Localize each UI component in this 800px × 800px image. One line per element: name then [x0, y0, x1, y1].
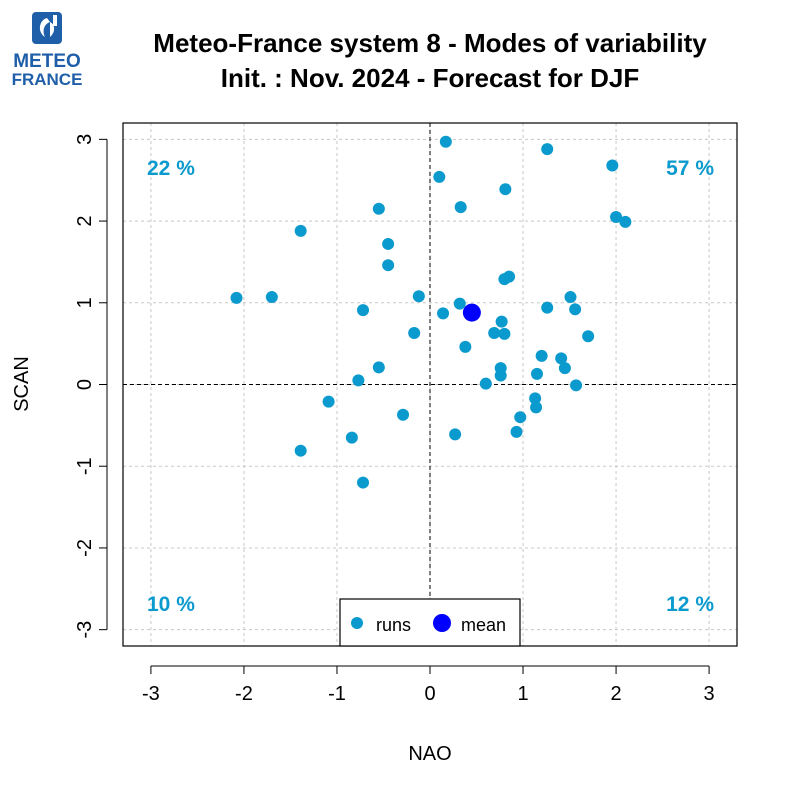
runs-point: [352, 374, 365, 387]
runs-point: [570, 379, 583, 392]
chart-title-line2: Init. : Nov. 2024 - Forecast for DJF: [220, 63, 640, 93]
y-tick-label: 1: [74, 297, 96, 308]
runs-point: [479, 377, 492, 390]
runs-point: [412, 290, 425, 303]
logo-flag-strip: [53, 15, 57, 26]
meteo-france-logo: METEO FRANCE: [12, 12, 83, 89]
runs-point: [408, 327, 421, 340]
runs-point: [488, 327, 501, 340]
quadrant-label-top-right: 57 %: [666, 157, 714, 180]
runs-point: [382, 237, 395, 250]
runs-point: [345, 431, 358, 444]
legend: runs mean: [339, 598, 521, 647]
runs-point: [449, 428, 462, 441]
runs-point: [535, 349, 548, 362]
mean-point: [462, 303, 481, 322]
runs-point: [230, 291, 243, 304]
runs-point: [606, 159, 619, 172]
x-tick-label: 0: [424, 683, 435, 705]
x-axis-label: NAO: [408, 743, 451, 765]
legend-runs-label: runs: [376, 615, 411, 635]
runs-point: [610, 210, 623, 223]
runs-point: [294, 224, 307, 237]
runs-point: [433, 170, 446, 183]
runs-point: [439, 135, 452, 148]
y-tick-label: 3: [74, 134, 96, 145]
runs-point: [564, 291, 577, 304]
runs-point: [510, 425, 523, 438]
runs-point: [514, 411, 527, 424]
runs-point: [582, 330, 595, 343]
quadrant-label-bottom-left: 10 %: [147, 593, 195, 616]
x-tick-label: 3: [704, 683, 715, 705]
y-tick-label: -3: [74, 621, 96, 639]
runs-point: [541, 143, 554, 156]
y-tick-label: -1: [74, 457, 96, 475]
runs-point: [494, 369, 507, 382]
runs-point: [372, 361, 385, 374]
runs-point: [495, 315, 508, 328]
y-tick-label: 0: [74, 379, 96, 390]
runs-point: [499, 183, 512, 196]
runs-point: [498, 273, 511, 286]
chart-title-line1: Meteo-France system 8 - Modes of variabi…: [153, 28, 707, 58]
quadrant-label-bottom-right: 12 %: [666, 593, 714, 616]
runs-point: [397, 408, 410, 421]
runs-point: [437, 307, 450, 320]
runs-point: [294, 444, 307, 457]
runs-point: [498, 327, 511, 340]
quadrant-label-top-left: 22 %: [147, 157, 195, 180]
runs-point: [357, 304, 370, 317]
runs-point: [454, 201, 467, 214]
runs-point: [382, 259, 395, 272]
grid-lines: [123, 123, 737, 646]
runs-point: [569, 303, 582, 316]
runs-point: [530, 401, 543, 414]
logo-text-meteo: METEO: [13, 51, 81, 72]
data-points: [230, 135, 632, 489]
runs-point: [619, 215, 632, 228]
logo-swirl-icon: [39, 18, 55, 37]
x-tick-label: 2: [610, 683, 621, 705]
logo-text-france: FRANCE: [12, 70, 83, 89]
y-axis-label: SCAN: [11, 356, 33, 412]
y-tick-label: 2: [74, 216, 96, 227]
runs-point: [357, 476, 370, 489]
runs-point: [529, 392, 542, 405]
runs-point: [558, 362, 571, 375]
runs-point: [372, 202, 385, 215]
y-tick-label: -2: [74, 539, 96, 557]
runs-point: [265, 291, 278, 304]
x-tick-label: -3: [142, 683, 160, 705]
legend-mean-marker: [433, 614, 451, 632]
runs-point: [555, 352, 568, 365]
runs-point: [541, 301, 554, 314]
x-tick-label: 1: [517, 683, 528, 705]
runs-point: [322, 395, 335, 408]
runs-point: [530, 367, 543, 380]
legend-box: [339, 598, 521, 647]
x-tick-label: -2: [235, 683, 253, 705]
runs-point: [459, 340, 472, 353]
x-tick-label: -1: [328, 683, 346, 705]
runs-point: [453, 297, 466, 310]
legend-runs-marker: [351, 617, 363, 629]
legend-mean-label: mean: [461, 615, 506, 635]
axes: -3 -2 -1 0 1 2 3 -3 -2 -1 0 1 2 3: [74, 134, 715, 705]
